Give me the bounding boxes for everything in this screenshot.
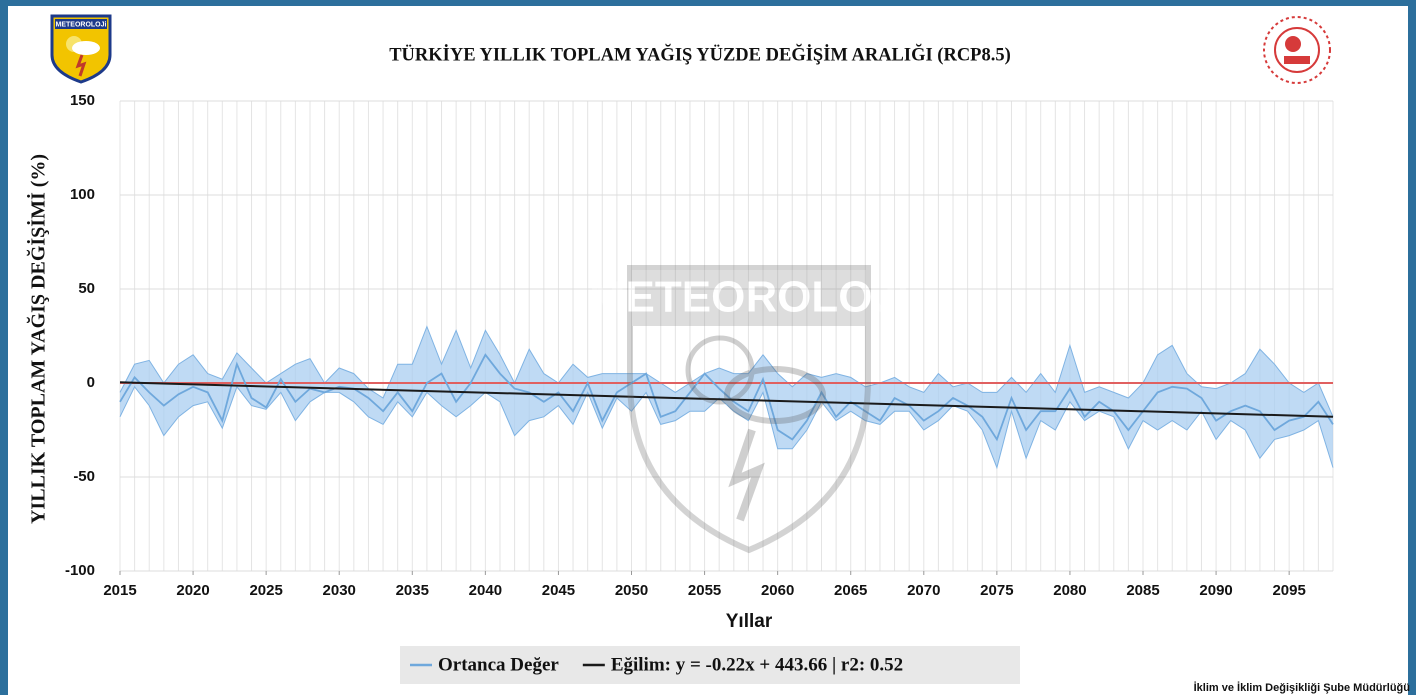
page: METEOROLOJi TÜRKİYE YILLIK TOPLAM YAĞIŞ …	[0, 0, 1416, 695]
x-tick-label: 2020	[176, 582, 209, 599]
chart-title: TÜRKİYE YILLIK TOPLAM YAĞIŞ YÜZDE DEĞİŞİ…	[389, 43, 1011, 65]
x-axis-label: Yıllar	[726, 611, 773, 632]
y-tick-label: 100	[70, 186, 95, 203]
legend-label: Eğilim: y = -0.22x + 443.66 | r2: 0.52	[611, 654, 903, 675]
logo-text: METEOROLOJi	[56, 21, 107, 28]
logo-left: METEOROLOJi	[52, 16, 110, 82]
y-tick-label: 50	[78, 280, 95, 297]
watermark-text: METEOROLOJi	[589, 273, 909, 322]
x-tick-label: 2095	[1272, 582, 1305, 599]
ministry-logo-crescent	[1285, 36, 1301, 52]
legend-label: Ortanca Değer	[438, 654, 559, 675]
x-tick-label: 2060	[761, 582, 794, 599]
x-tick-label: 2040	[469, 582, 502, 599]
x-tick-label: 2070	[907, 582, 940, 599]
x-tick-label: 2090	[1199, 582, 1232, 599]
x-tick-label: 2030	[323, 582, 356, 599]
y-tick-label: 150	[70, 92, 95, 109]
logo-right	[1264, 17, 1330, 83]
x-tick-label: 2075	[980, 582, 1013, 599]
logo-cloud	[72, 41, 100, 55]
x-tick-label: 2015	[103, 582, 136, 599]
x-tick-label: 2025	[249, 582, 282, 599]
x-tick-label: 2085	[1126, 582, 1159, 599]
y-tick-label: -50	[73, 468, 95, 485]
y-tick-label: -100	[65, 562, 95, 579]
x-tick-label: 2050	[615, 582, 648, 599]
y-axis-label: YILLIK TOPLAM YAĞIŞ DEĞİŞİMİ (%)	[26, 154, 50, 524]
x-tick-label: 2080	[1053, 582, 1086, 599]
x-tick-label: 2045	[542, 582, 575, 599]
x-tick-label: 2055	[688, 582, 721, 599]
footer-text: İklim ve İklim Değişikliği Şube Müdürlüğ…	[1194, 681, 1410, 694]
x-tick-label: 2065	[834, 582, 867, 599]
x-tick-label: 2035	[396, 582, 429, 599]
y-tick-label: 0	[87, 374, 95, 391]
ministry-logo-building	[1284, 56, 1310, 64]
chart: METEOROLOJi TÜRKİYE YILLIK TOPLAM YAĞIŞ …	[0, 0, 1416, 695]
